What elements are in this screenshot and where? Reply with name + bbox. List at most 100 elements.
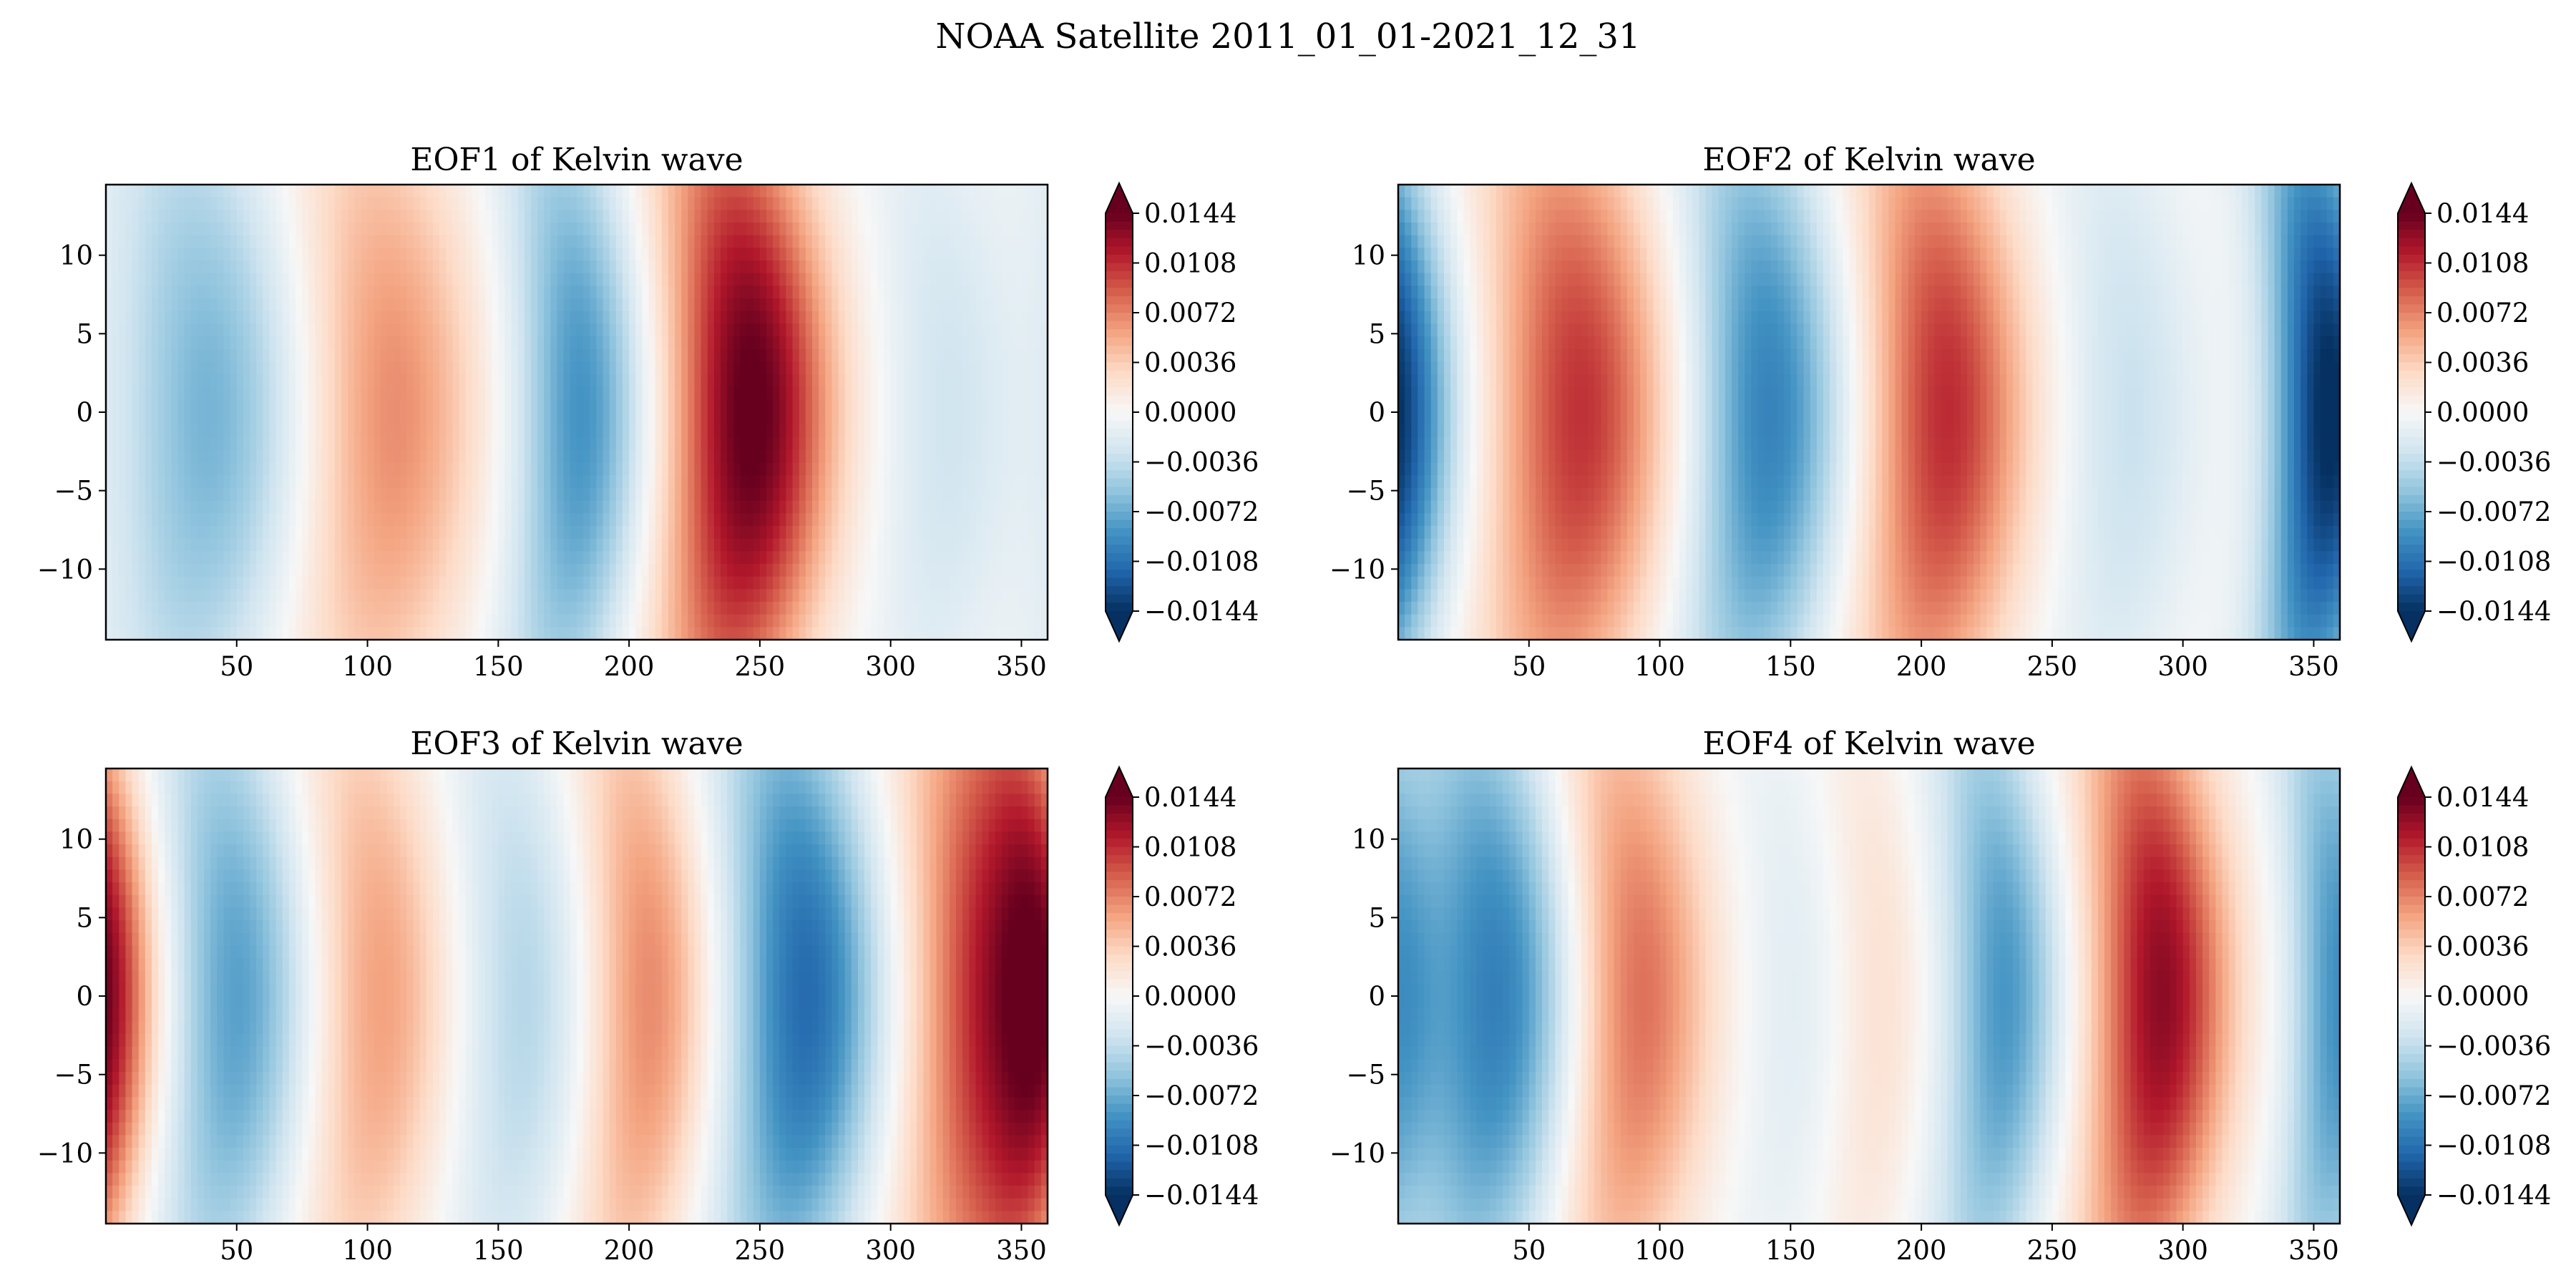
- heatmap-cell: [688, 248, 696, 261]
- heatmap-cell: [269, 551, 277, 565]
- heatmap-cell: [590, 513, 597, 527]
- heatmap-cell: [537, 450, 545, 464]
- heatmap-cell: [635, 248, 643, 261]
- heatmap-cell: [707, 614, 715, 628]
- heatmap-cell: [642, 185, 650, 198]
- heatmap-cell: [296, 223, 303, 236]
- heatmap-cell: [727, 488, 734, 502]
- heatmap-cell: [432, 551, 440, 565]
- heatmap-cell: [158, 286, 165, 299]
- heatmap-cell: [668, 361, 675, 375]
- heatmap-cell: [917, 374, 924, 388]
- heatmap-cell: [492, 627, 499, 640]
- heatmap-cell: [210, 273, 218, 286]
- heatmap-cell: [884, 500, 892, 514]
- heatmap-cell: [269, 361, 277, 375]
- heatmap-cell: [112, 235, 119, 248]
- heatmap-cell: [550, 513, 558, 527]
- heatmap-cell: [871, 500, 878, 514]
- heatmap-cell: [733, 589, 741, 602]
- heatmap-cell: [622, 412, 630, 426]
- heatmap-cell: [917, 576, 924, 590]
- heatmap-cell: [243, 500, 250, 514]
- heatmap-cell: [413, 260, 421, 274]
- heatmap-cell: [321, 437, 329, 451]
- heatmap-cell: [713, 197, 721, 210]
- heatmap-cell: [465, 627, 473, 640]
- heatmap-cell: [236, 348, 244, 362]
- heatmap-cell: [844, 298, 852, 312]
- heatmap-cell: [825, 526, 833, 540]
- heatmap-cell: [282, 210, 290, 223]
- heatmap-cell: [773, 323, 780, 337]
- heatmap-cell: [897, 538, 904, 552]
- heatmap-cell: [223, 248, 231, 261]
- heatmap-cell: [374, 564, 381, 577]
- heatmap-cell: [844, 273, 852, 286]
- heatmap-cell: [413, 235, 421, 248]
- heatmap-cell: [498, 627, 506, 640]
- heatmap-cell: [269, 311, 277, 324]
- heatmap-cell: [877, 564, 885, 577]
- heatmap-cell: [223, 323, 231, 337]
- heatmap-cell: [988, 399, 996, 413]
- heatmap-cell: [779, 450, 787, 464]
- heatmap-cell: [753, 323, 761, 337]
- heatmap-cell: [596, 386, 604, 400]
- heatmap-cell: [426, 589, 434, 602]
- heatmap-cell: [799, 538, 806, 552]
- heatmap-cell: [138, 248, 146, 261]
- heatmap-cell: [838, 538, 846, 552]
- heatmap-cell: [786, 551, 794, 565]
- heatmap-cell: [995, 286, 1002, 299]
- heatmap-cell: [753, 223, 761, 236]
- heatmap-cell: [275, 185, 283, 198]
- heatmap-cell: [275, 374, 283, 388]
- heatmap-cell: [917, 399, 924, 413]
- heatmap-cell: [910, 248, 917, 261]
- heatmap-cell: [269, 437, 277, 451]
- heatmap-cell: [675, 374, 682, 388]
- heatmap-cell: [655, 589, 663, 602]
- heatmap-cell: [138, 185, 146, 198]
- heatmap-cell: [975, 273, 983, 286]
- heatmap-cell: [184, 361, 192, 375]
- heatmap-cell: [315, 323, 323, 337]
- heatmap-cell: [550, 627, 558, 640]
- heatmap-cell: [132, 235, 140, 248]
- heatmap-cell: [537, 273, 545, 286]
- heatmap-cell: [517, 576, 525, 590]
- heatmap-cell: [361, 500, 369, 514]
- heatmap-cell: [485, 185, 492, 198]
- heatmap-cell: [531, 627, 538, 640]
- heatmap-cell: [386, 361, 394, 375]
- heatmap-cell: [492, 551, 499, 565]
- heatmap-cell: [805, 564, 813, 577]
- heatmap-cell: [544, 386, 552, 400]
- heatmap-cell: [204, 223, 211, 236]
- heatmap-cell: [354, 551, 362, 565]
- heatmap-cell: [472, 500, 479, 514]
- heatmap-cell: [890, 437, 898, 451]
- heatmap-cell: [478, 374, 486, 388]
- heatmap-cell: [465, 526, 473, 540]
- heatmap-cell: [269, 602, 277, 615]
- heatmap-cell: [707, 399, 715, 413]
- heatmap-cell: [197, 437, 205, 451]
- heatmap-cell: [642, 336, 650, 350]
- heatmap-cell: [550, 399, 558, 413]
- heatmap-cell: [348, 488, 355, 502]
- heatmap-cell: [132, 500, 140, 514]
- heatmap-cell: [615, 437, 623, 451]
- heatmap-cell: [511, 185, 519, 198]
- heatmap-cell: [386, 235, 394, 248]
- heatmap-cell: [962, 248, 970, 261]
- heatmap-cell: [825, 260, 833, 274]
- heatmap-cell: [890, 248, 898, 261]
- heatmap-cell: [746, 564, 754, 577]
- heatmap-cell: [112, 399, 119, 413]
- heatmap-cell: [341, 260, 348, 274]
- heatmap-cell: [452, 260, 460, 274]
- heatmap-cell: [622, 273, 630, 286]
- heatmap-cell: [942, 538, 950, 552]
